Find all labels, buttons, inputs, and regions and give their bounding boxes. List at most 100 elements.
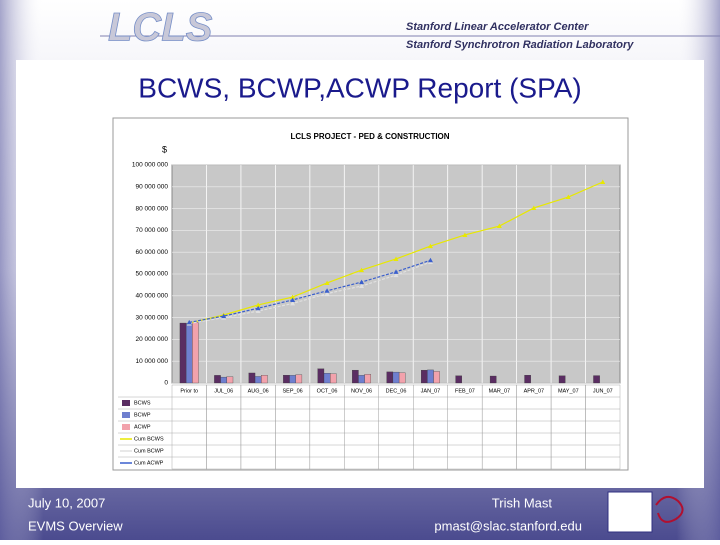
- y-tick-label: 70 000 000: [135, 227, 168, 234]
- line-marker: [359, 279, 365, 285]
- bar: [283, 375, 290, 384]
- bar: [226, 376, 234, 384]
- legend-label: Cum BCWS: [134, 436, 164, 442]
- legend-swatch: [122, 400, 130, 406]
- legend-label: Cum BCWP: [134, 448, 164, 454]
- lab-logo: [607, 491, 653, 533]
- x-tick-label: Prior to: [180, 388, 198, 394]
- x-tick-label: AUG_06: [248, 388, 269, 394]
- footer-author: Trish Mast: [492, 495, 553, 510]
- bar: [593, 375, 600, 384]
- line-marker: [221, 313, 227, 319]
- bar: [254, 376, 262, 384]
- lab-logo-swirl: [655, 495, 684, 523]
- bar: [364, 374, 371, 384]
- line-marker: [427, 243, 433, 249]
- x-tick-label: SEP_06: [283, 388, 303, 394]
- y-tick-label: 10 000 000: [135, 358, 168, 365]
- legend-label: BCWP: [134, 412, 151, 418]
- y-tick-label: 60 000 000: [135, 249, 168, 256]
- bar: [392, 371, 400, 384]
- line-marker: [290, 297, 296, 302]
- line-marker: [600, 179, 606, 185]
- line-marker: [186, 319, 192, 325]
- bar: [192, 322, 199, 384]
- line: [189, 259, 431, 323]
- bar: [330, 373, 337, 384]
- footer-email: pmast@slac.stanford.edu: [434, 518, 582, 533]
- line-marker: [359, 283, 365, 288]
- legend-swatch: [122, 424, 130, 430]
- bar: [317, 368, 325, 384]
- x-tick-label: NOV_06: [351, 388, 372, 394]
- bar: [261, 375, 268, 384]
- line-marker: [324, 288, 330, 293]
- line-marker: [393, 256, 399, 261]
- bar: [220, 376, 227, 384]
- y-tick-label: 90 000 000: [135, 184, 168, 191]
- org-name: Stanford Linear Accelerator Center: [406, 21, 589, 33]
- y-tick-label: 50 000 000: [135, 271, 168, 278]
- x-tick-label: MAY_07: [558, 388, 579, 394]
- y-tick-label: 80 000 000: [135, 205, 168, 212]
- legend-label: BCWS: [134, 400, 151, 406]
- line-marker: [393, 272, 399, 278]
- bar: [323, 373, 331, 384]
- x-tick-label: FEB_07: [455, 388, 475, 394]
- line-marker: [462, 232, 468, 237]
- slide-title: BCWS, BCWP,ACWP Report (SPA): [138, 72, 581, 103]
- line-marker: [531, 205, 537, 210]
- line-marker: [393, 269, 399, 274]
- x-tick-label: OCT_06: [317, 388, 338, 394]
- bar: [421, 369, 428, 384]
- x-tick-label: JUN_07: [593, 388, 613, 394]
- bar: [352, 369, 359, 384]
- legend-label: Cum ACWP: [134, 460, 164, 466]
- org-name: Stanford Synchrotron Radiation Laborator…: [406, 39, 634, 51]
- line-marker: [427, 257, 433, 263]
- line-marker: [324, 291, 330, 296]
- line-marker: [324, 280, 330, 285]
- x-tick-label: APR_07: [524, 388, 545, 394]
- y-tick-label: 100 000 000: [132, 162, 169, 169]
- x-tick-label: DEC_06: [386, 388, 407, 394]
- footer-date: July 10, 2007: [28, 495, 105, 510]
- bar: [214, 375, 221, 384]
- legend-label: ACWP: [134, 424, 151, 430]
- line-marker: [565, 194, 571, 200]
- y-tick-label: 40 000 000: [135, 293, 168, 300]
- bar: [558, 375, 566, 384]
- line-marker: [255, 305, 261, 311]
- y-tick-label: 0: [164, 380, 168, 387]
- bar: [358, 375, 365, 384]
- bar: [398, 372, 406, 384]
- bar: [524, 375, 531, 384]
- bar: [455, 375, 462, 384]
- line-marker: [290, 300, 296, 306]
- footer-topic: EVMS Overview: [28, 518, 123, 533]
- bar: [433, 371, 440, 384]
- bar: [248, 372, 256, 384]
- y-tick-label: 30 000 000: [135, 314, 168, 321]
- line-marker: [496, 223, 502, 229]
- chart-title: LCLS PROJECT - PED & CONSTRUCTION: [290, 132, 449, 141]
- y-tick-label: 20 000 000: [135, 336, 168, 343]
- line-marker: [255, 308, 261, 314]
- x-tick-label: MAR_07: [489, 388, 510, 394]
- bar: [185, 323, 193, 384]
- x-tick-label: JAN_07: [421, 388, 441, 394]
- line-marker: [255, 302, 261, 307]
- line-marker: [290, 294, 296, 300]
- bar: [289, 375, 296, 384]
- bar: [427, 369, 434, 384]
- y-axis-label: $: [162, 144, 167, 154]
- bar: [295, 374, 303, 384]
- table-cell: [585, 384, 621, 470]
- logo: LCLS: [108, 6, 213, 50]
- line-marker: [359, 267, 365, 273]
- legend-swatch: [122, 412, 130, 418]
- bar: [489, 375, 497, 384]
- x-tick-label: JUL_06: [214, 388, 233, 394]
